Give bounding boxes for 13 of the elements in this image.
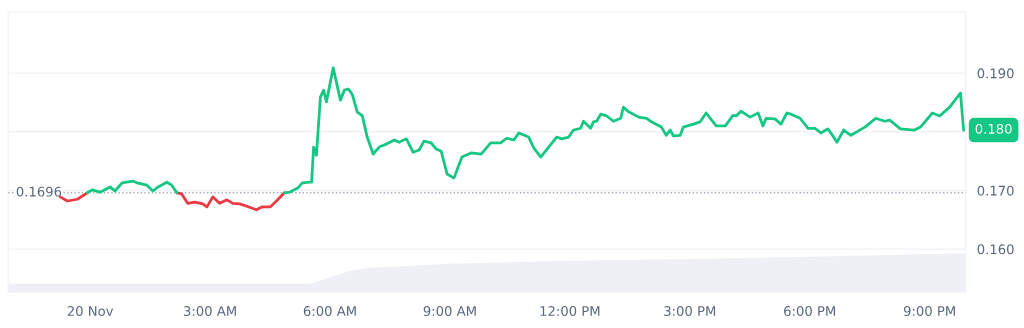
x-tick-label: 9:00 PM — [903, 306, 955, 317]
y-tick-label: 0.160 — [977, 244, 1014, 255]
x-tick-label: 9:00 AM — [423, 306, 476, 317]
x-tick-label: 6:00 AM — [303, 306, 356, 317]
x-tick-label: 3:00 AM — [183, 306, 236, 317]
x-tick-label: 20 Nov — [67, 306, 114, 317]
x-tick-label: 6:00 PM — [784, 306, 836, 317]
annotation: 0.180 — [975, 123, 1012, 134]
y-tick-label: 0.190 — [977, 68, 1014, 79]
x-tick-label: 12:00 PM — [540, 306, 600, 317]
y-tick-label: 0.170 — [977, 185, 1014, 196]
x-tick-label: 3:00 PM — [664, 306, 716, 317]
ref-line-label: 0.1696 — [16, 186, 62, 197]
